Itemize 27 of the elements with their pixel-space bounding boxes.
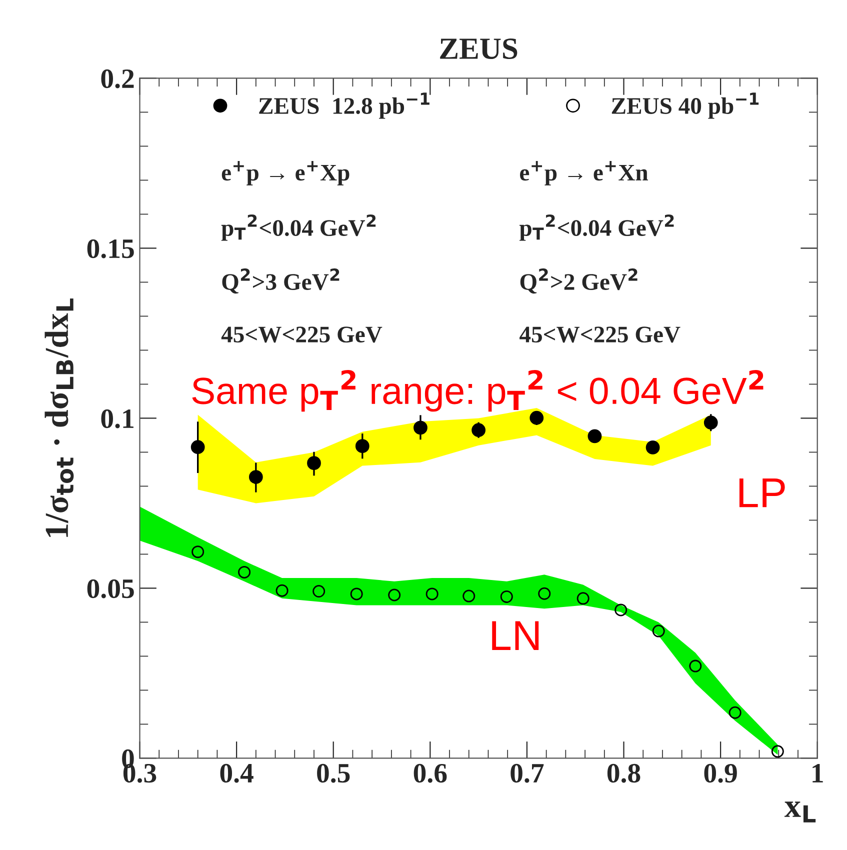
x-tick-label: 0.4 — [220, 764, 254, 783]
annotation: Q$^{2}$>3 GeV$^{2}$ — [222, 268, 340, 294]
y-tick-label: 0.05 — [87, 579, 134, 598]
x-axis-title: x$_{L}$ — [784, 802, 816, 822]
annotation: p$_{T}$$^{2}$<0.04 GeV$^{2}$ — [520, 214, 674, 241]
x-tick-label: 0.9 — [704, 764, 737, 783]
y-axis-title: 1/σ$_{tot}$ · dσ$_{LB}$/dx$_{L}$ — [44, 298, 74, 537]
x-tick-label: 0.5 — [317, 764, 350, 783]
annotation: p$_{T}$$^{2}$<0.04 GeV$^{2}$ — [221, 214, 376, 241]
y-tick-label: 0.1 — [101, 409, 134, 428]
x-tick-label: 0.8 — [607, 764, 640, 783]
legend-label: ZEUS 40 pb$^{−1}$ — [612, 92, 759, 119]
annotation: 45<W<225 GeV — [520, 326, 680, 343]
annotation: 45<W<225 GeV — [221, 326, 382, 343]
x-tick-label: 0.7 — [510, 764, 544, 783]
annotation: Same p$_{T}$$^{2}$ range: p$_{T}$$^{2}$ < 0.04 GeV$^{2}$ — [192, 370, 764, 412]
annotation: LN — [492, 621, 539, 650]
annotation: e$^{+}$p → e$^{+}$Xn — [520, 161, 648, 186]
x-tick-label: 1 — [812, 764, 823, 782]
y-tick-label: 0.15 — [87, 239, 134, 258]
annotation: LP — [739, 478, 785, 508]
legend-label: ZEUS 12.8 pb$^{−1}$ — [259, 92, 430, 119]
chart-title: ZEUS — [440, 38, 518, 60]
x-tick-label: 0.6 — [414, 764, 447, 783]
y-tick-label: 0.2 — [101, 69, 134, 88]
annotation: e$^{+}$p → e$^{+}$Xp — [222, 161, 350, 186]
annotation: Q$^{2}$>2 GeV$^{2}$ — [520, 268, 638, 294]
